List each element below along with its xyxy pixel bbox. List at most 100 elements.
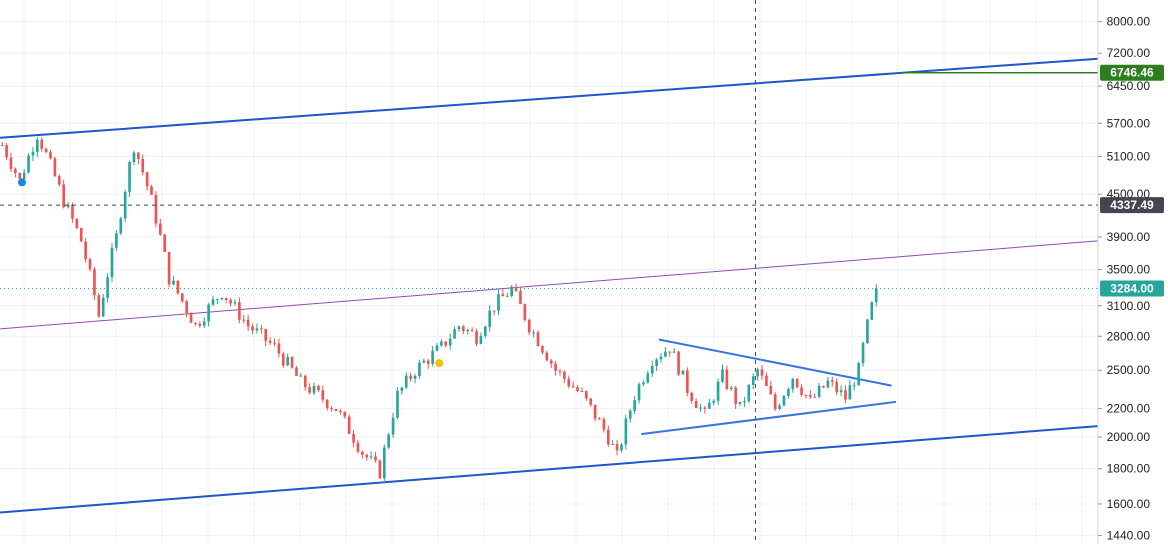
candle-body	[448, 338, 452, 346]
candle-body	[242, 319, 246, 321]
price-axis-tick-label: 1600.00	[1107, 497, 1151, 511]
candle-body	[185, 301, 188, 314]
candle-body	[694, 400, 698, 408]
candle-body	[751, 376, 755, 385]
price-badge	[1100, 197, 1164, 214]
candle-body	[189, 313, 193, 323]
candle-body	[299, 375, 303, 377]
price-axis-tick-label: 8000.00	[1107, 15, 1151, 29]
crosshair	[0, 0, 1098, 544]
candle-body	[659, 356, 663, 360]
candle-body	[356, 442, 360, 452]
candle-body	[128, 161, 131, 192]
candle-body	[527, 319, 531, 333]
candle-body	[84, 241, 87, 260]
candle-body	[422, 360, 426, 363]
candle-body	[119, 218, 123, 234]
price-badge-label: 6746.46	[1110, 66, 1154, 80]
candle-body	[563, 371, 566, 379]
candle-body	[734, 387, 737, 404]
candle-body	[224, 297, 228, 300]
candle-body	[123, 191, 127, 219]
candle-body	[352, 433, 355, 443]
candle-body	[668, 351, 672, 353]
candle-body	[624, 418, 628, 445]
price-axis-background	[1098, 0, 1168, 544]
price-axis-tick-label: 1800.00	[1107, 462, 1151, 476]
triangle-upper-line	[658, 338, 892, 387]
candle-body	[505, 295, 509, 297]
candle-body	[773, 394, 777, 410]
candle-body	[106, 277, 109, 298]
candle-body	[857, 363, 860, 386]
candle-body	[839, 390, 843, 393]
candle-body	[404, 375, 408, 388]
candle-body	[378, 460, 382, 479]
candle-body	[699, 407, 702, 409]
candle-body	[549, 360, 553, 364]
candle-body	[519, 291, 522, 305]
candle-body	[202, 321, 206, 326]
candle-body	[260, 328, 263, 330]
candle-body	[167, 251, 171, 285]
candle-body	[492, 310, 496, 312]
candle-body	[541, 346, 544, 353]
yellow-marker	[435, 359, 444, 368]
candle-body	[312, 385, 316, 393]
candle-body	[444, 341, 448, 346]
price-badge	[1100, 64, 1164, 81]
candle-body	[707, 402, 711, 409]
candle-body	[22, 172, 26, 179]
candle-body	[628, 410, 632, 419]
candle-body	[172, 280, 175, 285]
lower-channel-line	[0, 425, 1099, 514]
candle-body	[809, 395, 812, 397]
candle-body	[238, 302, 241, 320]
candle-body	[725, 369, 729, 389]
trend-lines	[0, 57, 1099, 514]
candle-body	[642, 382, 645, 385]
candle-body	[66, 204, 70, 208]
candle-body	[396, 390, 399, 418]
candle-body	[787, 389, 790, 396]
candle-body	[817, 385, 821, 397]
candle-body	[57, 176, 61, 185]
candle-body	[273, 342, 276, 344]
price-axis-tick-label: 5700.00	[1107, 116, 1151, 130]
candle-body	[132, 152, 136, 162]
candle-body	[804, 394, 808, 396]
candle-body	[848, 385, 852, 400]
candle-body	[576, 387, 579, 391]
candle-body	[861, 342, 865, 364]
price-axis-tick-label: 2800.00	[1107, 329, 1151, 343]
price-axis[interactable]: 8000.007200.006450.005700.005100.004500.…	[1097, 0, 1168, 544]
candle-body	[690, 392, 694, 401]
candle-body	[382, 447, 386, 479]
candle-body	[286, 357, 289, 366]
candle-body	[501, 294, 505, 297]
candle-body	[62, 184, 66, 208]
candle-body	[426, 360, 430, 364]
candle-body	[655, 359, 658, 367]
candle-body	[470, 329, 474, 332]
candle-body	[229, 299, 232, 304]
candle-body	[101, 297, 105, 317]
candle-body	[620, 444, 623, 451]
candle-body	[795, 378, 799, 388]
candle-body	[558, 370, 562, 372]
candle-body	[53, 158, 57, 177]
candle-body	[220, 297, 224, 300]
candle-body	[93, 269, 96, 296]
candle-body	[79, 228, 83, 242]
candle-body	[747, 384, 751, 402]
candle-body	[194, 322, 197, 324]
markers	[17, 178, 444, 368]
candle-body	[9, 157, 13, 169]
candle-body	[716, 381, 720, 401]
candle-body	[27, 155, 30, 173]
candle-body	[606, 429, 610, 445]
candle-body	[14, 168, 17, 173]
candle-body	[760, 369, 764, 376]
